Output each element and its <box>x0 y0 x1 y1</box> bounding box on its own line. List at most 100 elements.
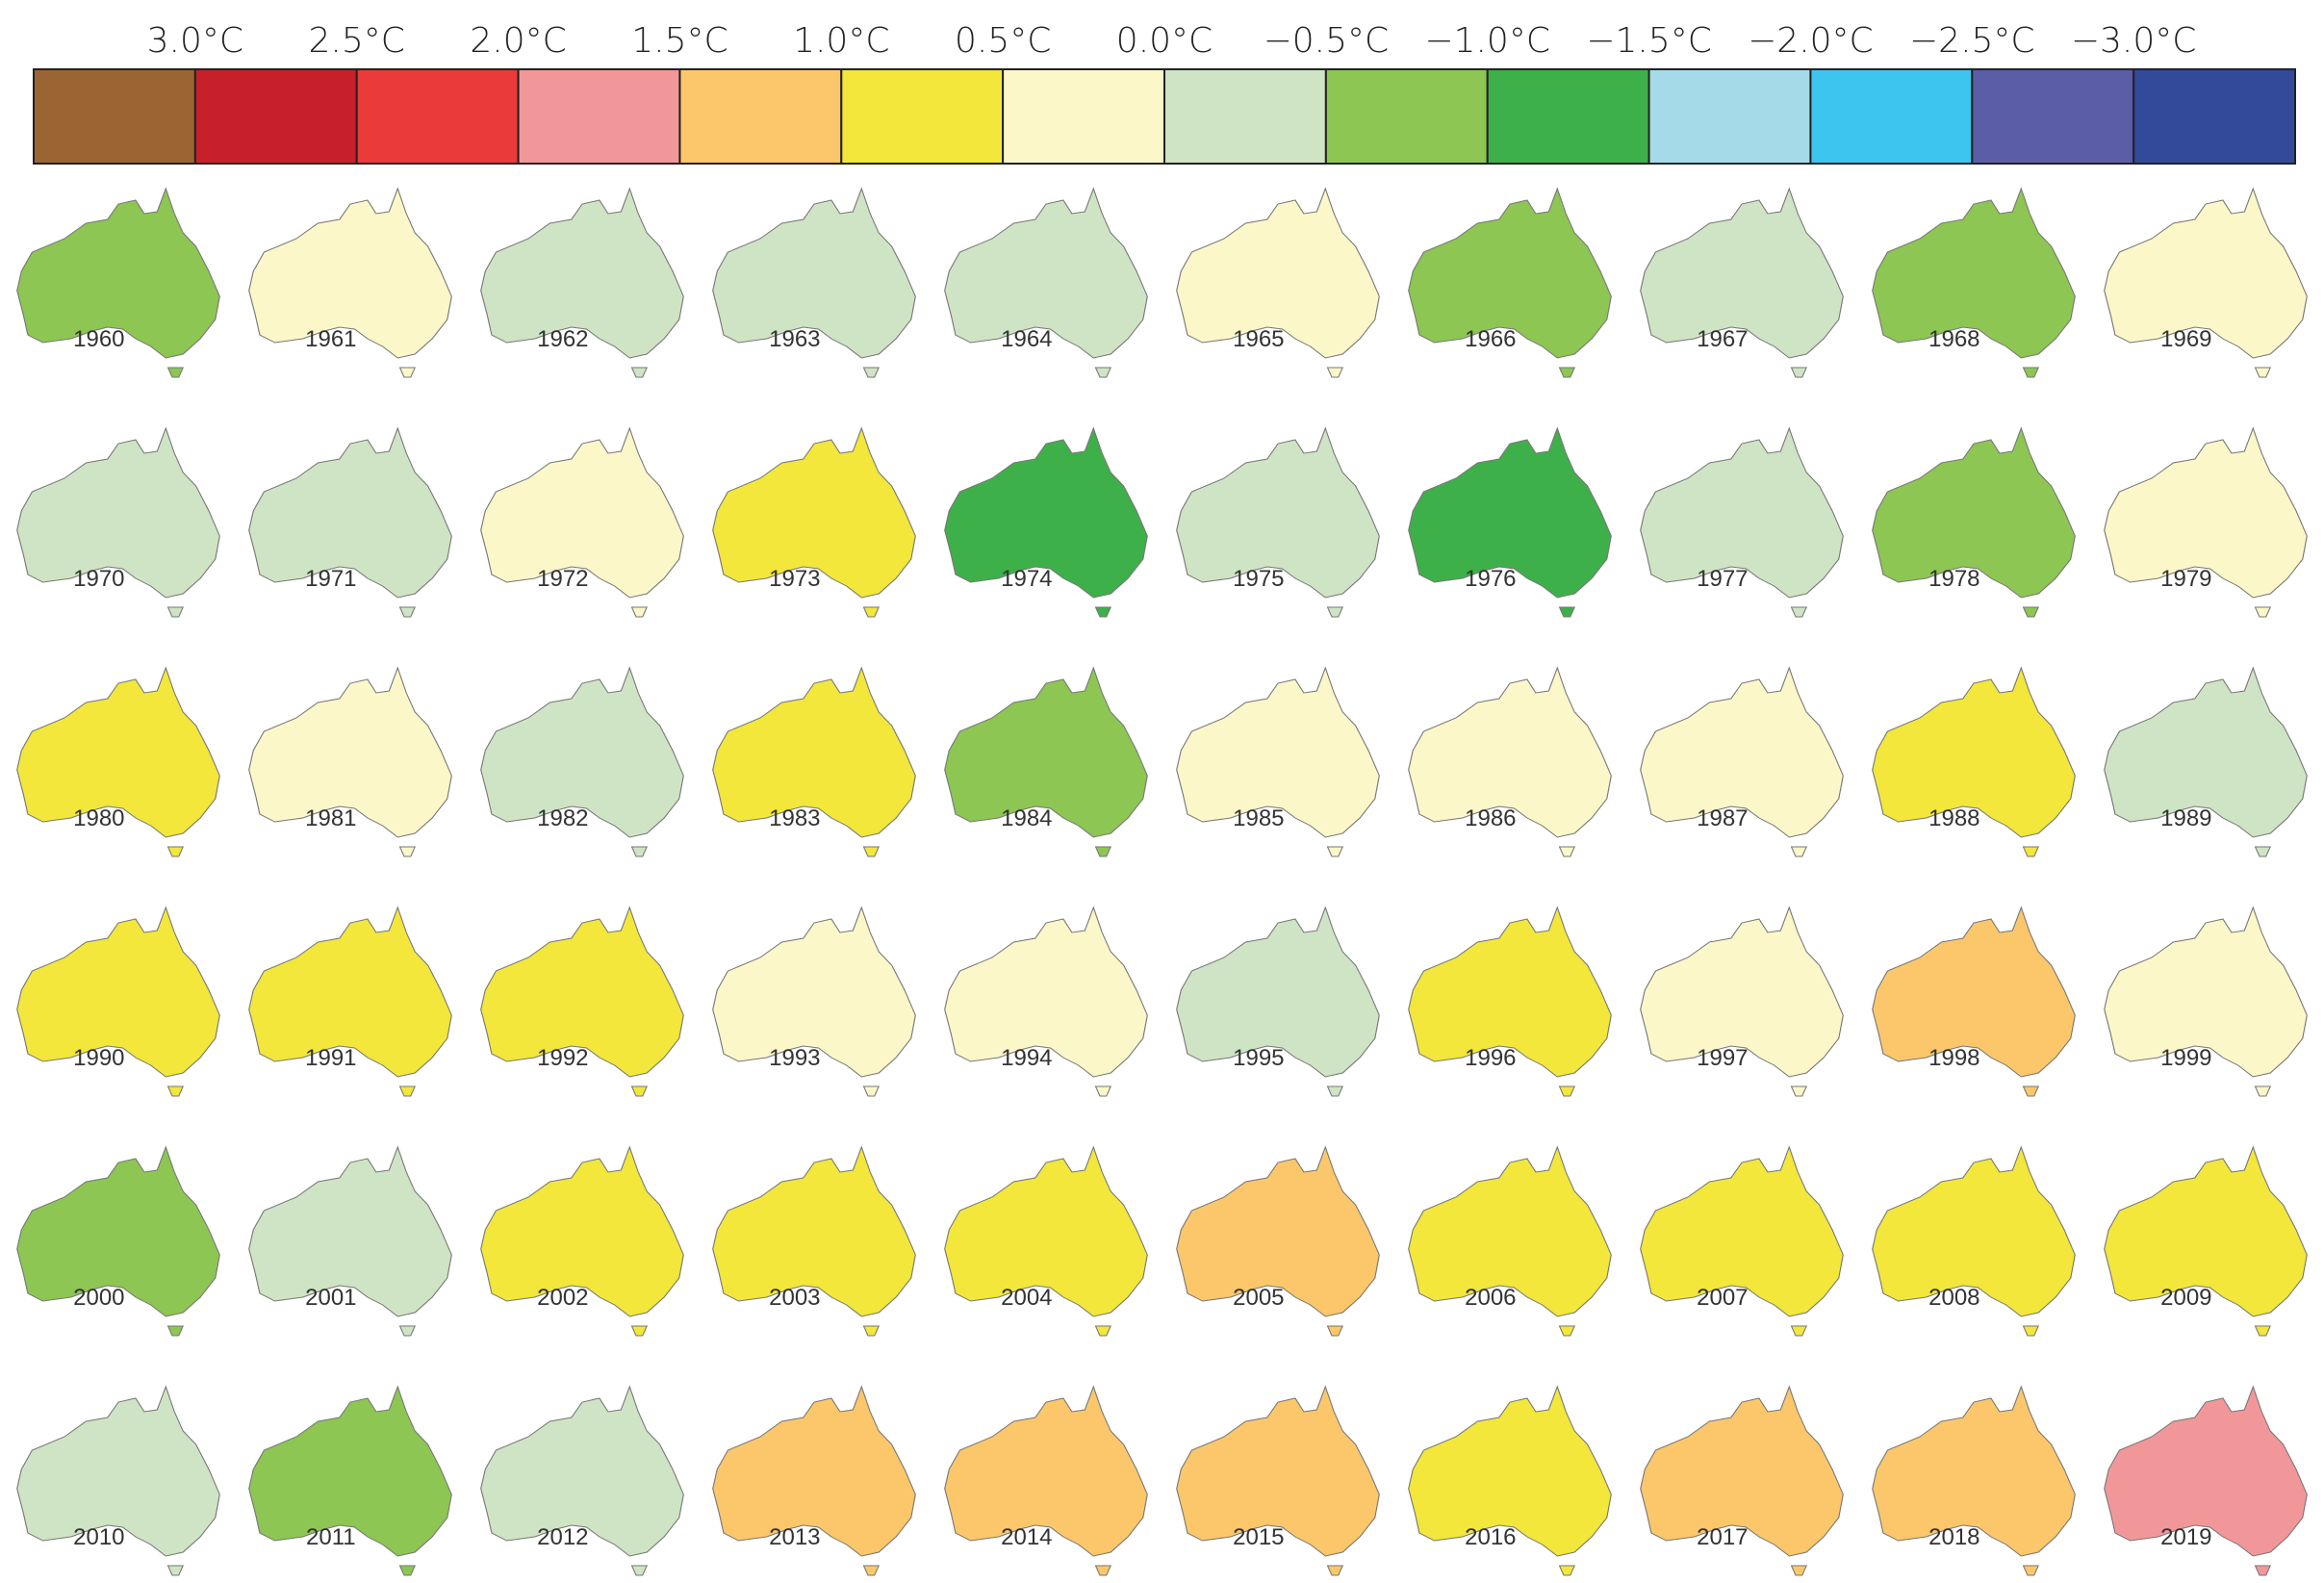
legend-swatch <box>1972 69 2133 164</box>
tasmania <box>400 607 416 617</box>
tasmania <box>400 1326 416 1336</box>
tasmania <box>2024 847 2039 856</box>
legend-swatch <box>2133 69 2295 164</box>
legend-label: 1.0°C <box>793 21 889 61</box>
tasmania <box>1560 1086 1575 1096</box>
legend-swatch <box>1488 69 1649 164</box>
year-label: 1994 <box>1001 1045 1052 1071</box>
year-label: 1961 <box>305 326 356 352</box>
year-label: 1971 <box>305 566 356 592</box>
tasmania <box>168 607 184 617</box>
legend-label: −2.5°C <box>1909 21 2035 61</box>
year-label: 1981 <box>305 805 356 831</box>
year-label: 1974 <box>1001 566 1052 592</box>
page: { "legend": { "labels": ["3.0°C", "2.5°C… <box>0 0 2324 1583</box>
tasmania <box>632 1086 648 1096</box>
tasmania <box>632 368 648 377</box>
year-label: 1972 <box>537 566 588 592</box>
year-label: 1976 <box>1465 566 1516 592</box>
tasmania <box>1792 1566 1807 1575</box>
year-label: 2014 <box>1001 1524 1052 1550</box>
legend-label: −0.5°C <box>1264 21 1390 61</box>
year-label: 1992 <box>537 1045 588 1071</box>
tasmania <box>1328 1086 1343 1096</box>
tasmania <box>1328 1326 1343 1336</box>
tasmania <box>1328 1566 1343 1575</box>
legend-swatch <box>1649 69 1811 164</box>
tasmania <box>1792 607 1807 617</box>
year-label: 2000 <box>73 1285 124 1311</box>
legend-swatch <box>519 69 680 164</box>
year-label: 1985 <box>1233 805 1284 831</box>
year-label: 2002 <box>537 1285 588 1311</box>
year-label: 2006 <box>1465 1285 1516 1311</box>
legend-label: 1.5°C <box>631 21 728 61</box>
year-label: 1983 <box>769 805 820 831</box>
year-label: 1987 <box>1697 805 1748 831</box>
tasmania <box>2024 368 2039 377</box>
year-label: 1969 <box>2160 326 2211 352</box>
tasmania <box>2256 607 2271 617</box>
year-label: 1989 <box>2160 805 2211 831</box>
tasmania <box>864 847 880 856</box>
year-label: 1995 <box>1233 1045 1284 1071</box>
year-label: 2013 <box>769 1524 820 1550</box>
tasmania <box>2256 1566 2271 1575</box>
legend-swatch <box>1810 69 1972 164</box>
year-label: 1991 <box>305 1045 356 1071</box>
year-label: 1977 <box>1697 566 1748 592</box>
tasmania <box>1792 1326 1807 1336</box>
year-label: 2004 <box>1001 1285 1052 1311</box>
legend-swatch <box>1326 69 1488 164</box>
tasmania <box>400 1086 416 1096</box>
year-label: 1982 <box>537 805 588 831</box>
year-label: 1979 <box>2160 566 2211 592</box>
tasmania <box>632 607 648 617</box>
tasmania <box>1096 607 1111 617</box>
year-label: 1984 <box>1001 805 1052 831</box>
tasmania <box>1096 847 1111 856</box>
year-label: 2005 <box>1233 1285 1284 1311</box>
year-label: 1986 <box>1465 805 1516 831</box>
legend-swatch <box>1003 69 1164 164</box>
tasmania <box>1096 368 1111 377</box>
year-label: 1990 <box>73 1045 124 1071</box>
year-label: 1967 <box>1697 326 1748 352</box>
tasmania <box>2256 368 2271 377</box>
tasmania <box>1096 1326 1111 1336</box>
tasmania <box>1328 847 1343 856</box>
year-label: 2015 <box>1233 1524 1284 1550</box>
tasmania <box>1096 1086 1111 1096</box>
legend-swatch <box>357 69 519 164</box>
legend-swatch <box>679 69 841 164</box>
legend-label: 2.5°C <box>309 21 405 61</box>
year-label: 2003 <box>769 1285 820 1311</box>
legend-label: −1.0°C <box>1424 21 1550 61</box>
tasmania <box>168 1326 184 1336</box>
legend-label: 0.0°C <box>1116 21 1213 61</box>
year-label: 2007 <box>1697 1285 1748 1311</box>
tasmania <box>168 1566 184 1575</box>
year-label: 1964 <box>1001 326 1052 352</box>
legend-swatch <box>841 69 1003 164</box>
year-label: 1963 <box>769 326 820 352</box>
figure: 3.0°C2.5°C2.0°C1.5°C1.0°C0.5°C0.0°C−0.5°… <box>0 0 2324 1583</box>
tasmania <box>864 1086 880 1096</box>
tasmania <box>168 1086 184 1096</box>
year-label: 2001 <box>305 1285 356 1311</box>
tasmania <box>168 847 184 856</box>
legend-swatch <box>34 69 195 164</box>
year-label: 1978 <box>1928 566 1979 592</box>
tasmania <box>1792 847 1807 856</box>
tasmania <box>1328 607 1343 617</box>
legend-label: 0.5°C <box>955 21 1051 61</box>
year-label: 1980 <box>73 805 124 831</box>
year-label: 2011 <box>306 1524 356 1550</box>
tasmania <box>2024 607 2039 617</box>
legend-label: 2.0°C <box>470 21 566 61</box>
tasmania <box>400 847 416 856</box>
year-label: 1988 <box>1928 805 1979 831</box>
tasmania <box>632 1326 648 1336</box>
tasmania <box>2024 1086 2039 1096</box>
